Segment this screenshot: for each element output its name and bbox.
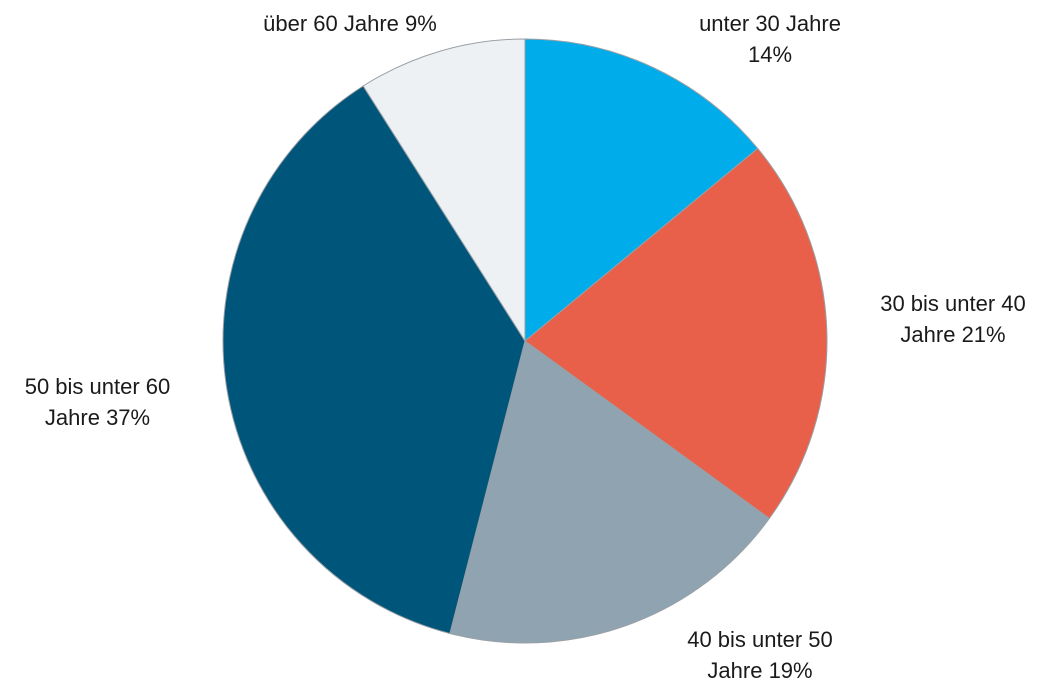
value-label: 14% [747, 42, 793, 67]
value-label: 19% [768, 658, 813, 683]
category-label: 30 bis unter 40 Jahre [880, 291, 1026, 347]
pie-slice [362, 38, 526, 343]
slice-label: unter 30 Jahre 14% [680, 8, 860, 70]
pie-slice [449, 340, 771, 644]
category-label: 50 bis unter 60 Jahre [24, 374, 171, 430]
value-label: 21% [961, 322, 1006, 347]
category-label: 40 bis unter 50 Jahre [687, 627, 833, 683]
category-label: unter 30 Jahre [699, 11, 841, 36]
slice-label: 40 bis unter 50 Jahre 19% [660, 624, 860, 684]
slice-label: 50 bis unter 60 Jahre 37% [0, 371, 195, 433]
slice-label: 30 bis unter 40 Jahre 21% [858, 288, 1048, 350]
pie-slice [524, 147, 828, 520]
slice-label: über 60 Jahre 9% [220, 8, 480, 39]
value-label: 9% [405, 11, 437, 36]
category-label: über 60 Jahre [263, 11, 399, 36]
pie-slice [524, 38, 759, 343]
value-label: 37% [106, 405, 151, 430]
